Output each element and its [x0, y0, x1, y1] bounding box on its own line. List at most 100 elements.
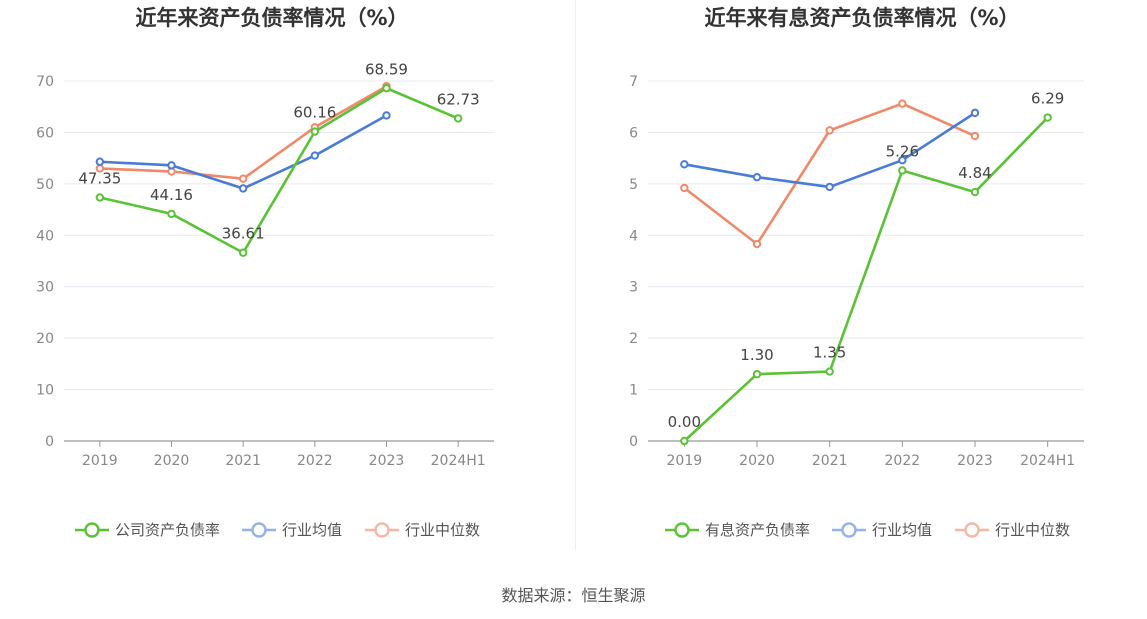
legend-item: 行业中位数: [365, 521, 480, 539]
y-tick-label: 10: [36, 383, 54, 399]
data-point: [898, 156, 907, 165]
y-tick-label: 50: [36, 177, 54, 193]
data-point: [898, 166, 907, 175]
data-point: [898, 99, 907, 108]
x-tick-label: 2019: [667, 453, 703, 469]
chart-title: 近年来资产负债率情况（%）: [135, 6, 408, 30]
data-point: [95, 193, 105, 202]
series-line: [99, 86, 459, 255]
data-label: 1.35: [813, 344, 846, 362]
x-tick-label: 2022: [885, 453, 921, 469]
data-point: [680, 160, 689, 169]
data-label: 68.59: [365, 60, 408, 78]
data-point: [238, 248, 248, 257]
y-tick-label: 0: [629, 434, 638, 450]
y-tick-label: 1: [629, 383, 638, 399]
legend-marker: [964, 522, 980, 538]
data-point: [310, 127, 320, 136]
legend-marker: [674, 522, 690, 538]
data-point: [310, 151, 320, 160]
x-tick-label: 2021: [812, 453, 848, 469]
data-label: 4.84: [958, 164, 991, 182]
series-0: [680, 113, 1052, 446]
x-tick-label: 2019: [82, 453, 118, 469]
y-tick-label: 6: [629, 125, 638, 141]
y-tick-label: 4: [629, 228, 638, 244]
data-label: 60.16: [293, 104, 336, 122]
data-point: [382, 84, 391, 93]
data-point: [1043, 113, 1052, 122]
data-label: 47.35: [78, 169, 121, 187]
x-tick-label: 2021: [225, 453, 261, 469]
legend-label: 有息资产负债率: [705, 521, 810, 539]
data-point: [680, 183, 689, 193]
series-2: [680, 99, 980, 249]
legend-item: 有息资产负债率: [665, 521, 810, 539]
panel-divider: [575, 0, 576, 550]
y-tick-label: 20: [36, 331, 54, 347]
legend-label: 行业均值: [872, 521, 932, 539]
legend-marker: [841, 522, 857, 538]
data-source-note: 数据来源：恒生聚源: [501, 586, 646, 605]
data-label: 1.30: [740, 346, 773, 364]
series-1: [680, 108, 980, 192]
legend-marker: [374, 522, 390, 538]
legend-item: 行业中位数: [955, 521, 1070, 539]
series-line: [683, 116, 1049, 442]
interest-bearing-chart-panel: 近年来有息资产负债率情况（%） 0 1 2 3 4 5 6 7 2019 2020 2021 2022 2…: [576, 0, 1147, 560]
x-tick-label: 2020: [154, 453, 190, 469]
data-point: [970, 108, 980, 118]
series-line: [684, 111, 976, 189]
data-label: 44.16: [150, 186, 193, 204]
data-point: [95, 157, 105, 166]
y-tick-label: 2: [629, 331, 638, 347]
y-tick-label: 40: [36, 228, 54, 244]
legend-marker: [251, 522, 267, 538]
data-point: [825, 126, 834, 135]
data-label: 6.29: [1031, 90, 1064, 108]
legend-item: 公司资产负债率: [75, 521, 220, 539]
y-tick-label: 30: [36, 280, 54, 296]
y-tick-label: 7: [629, 74, 638, 90]
legend-item: 行业均值: [832, 521, 932, 539]
x-tick-label: 2024H1: [1020, 453, 1075, 469]
chart-title: 近年来有息资产负债率情况（%）: [704, 6, 1019, 30]
data-point: [970, 131, 980, 141]
asset-liability-chart: 近年来资产负债率情况（%） 0 10 20 30 40 50 60 70 2019 2020 2021…: [36, 6, 494, 539]
y-tick-label: 60: [36, 125, 54, 141]
x-tick-label: 2023: [369, 453, 405, 469]
y-tick-label: 5: [629, 177, 638, 193]
legend-label: 行业均值: [282, 521, 342, 539]
data-label: 36.61: [222, 225, 265, 243]
data-point: [382, 111, 391, 120]
x-tick-label: 2023: [957, 453, 993, 469]
y-tick-label: 70: [36, 74, 54, 90]
series-0: [95, 84, 463, 257]
data-point: [167, 161, 176, 170]
data-point: [752, 369, 762, 379]
legend-item: 行业均值: [242, 521, 342, 539]
data-point: [680, 436, 689, 446]
asset-liability-chart-panel: 近年来资产负债率情况（%） 0 10 20 30 40 50 60 70 2019 2020 2021…: [0, 0, 573, 560]
data-point: [238, 184, 248, 193]
legend-marker: [84, 522, 100, 538]
x-tick-label: 2024H1: [431, 453, 486, 469]
data-point: [970, 187, 980, 197]
data-point: [453, 114, 463, 123]
series-line: [683, 102, 976, 246]
y-tick-label: 3: [629, 280, 638, 296]
data-label: 5.26: [886, 142, 919, 160]
data-label: 0.00: [668, 413, 701, 431]
data-point: [825, 182, 834, 192]
data-point: [238, 174, 248, 183]
data-point: [752, 172, 762, 182]
x-tick-label: 2020: [739, 453, 775, 469]
interest-bearing-liability-chart: 近年来有息资产负债率情况（%） 0 1 2 3 4 5 6 7 2019 2020 2021 2022 2…: [629, 6, 1084, 539]
data-point: [752, 239, 762, 249]
legend-label: 行业中位数: [995, 521, 1070, 539]
data-label: 62.73: [437, 90, 480, 108]
data-point: [167, 209, 176, 219]
legend-label: 公司资产负债率: [115, 521, 220, 539]
series-1: [95, 111, 391, 193]
legend-label: 行业中位数: [405, 521, 480, 539]
